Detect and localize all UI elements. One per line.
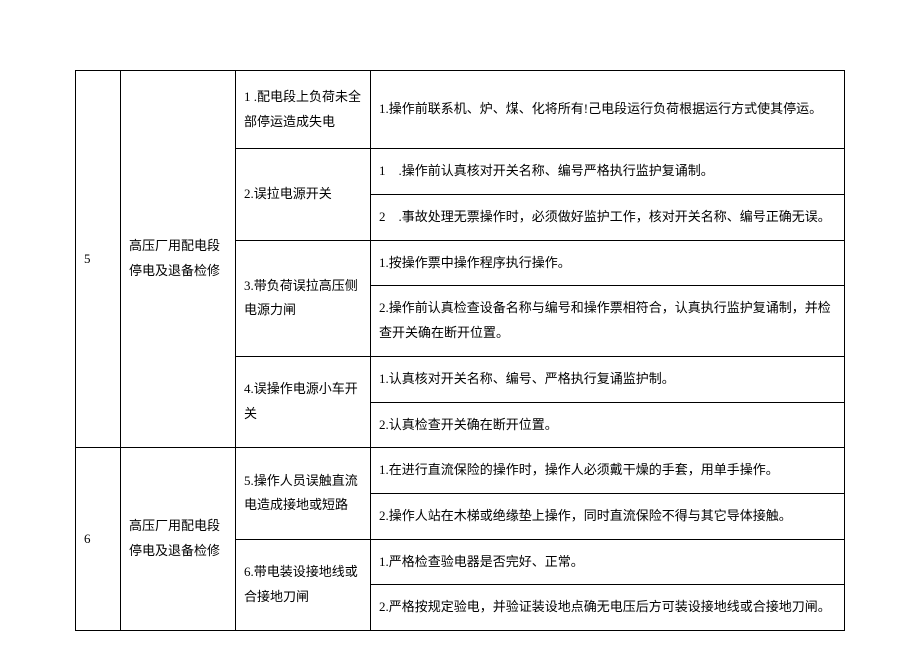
cell-text: 高压厂用配电段停电及退备检修 [121,220,235,297]
cell-text: 1.按操作票中操作程序执行操作。 [371,241,844,286]
control-cell: 1 .操作前认真核对开关名称、编号严格执行监护复诵制。 [371,149,845,195]
control-cell: 2.严格按规定验电，并验证装设地点确无电压后方可装设接地线或合接地刀闸。 [371,585,845,631]
risk-cell: 6.带电装设接地线或合接地刀闸 [236,539,371,630]
control-cell: 2 .事故处理无票操作时，必须做好监护工作，核对开关名称、编号正确无误。 [371,195,845,241]
control-cell: 1.按操作票中操作程序执行操作。 [371,240,845,286]
risk-cell: 4.误操作电源小车开关 [236,356,371,447]
cell-text: 2.认真检查开关确在断开位置。 [371,403,844,448]
control-cell: 2.认真检查开关确在断开位置。 [371,402,845,448]
cell-text: 6 [76,513,120,566]
cell-text: 5.操作人员误触直流电造成接地或短路 [236,455,370,532]
control-cell: 1.操作前联系机、炉、煤、化将所有!己电段运行负荷根据运行方式使其停运。 [371,71,845,149]
table-row: 6 高压厂用配电段停电及退备检修 5.操作人员误触直流电造成接地或短路 1.在进… [76,448,845,494]
cell-text: 高压厂用配电段停电及退备检修 [121,500,235,577]
cell-text: 4.误操作电源小车开关 [236,363,370,440]
cell-text: 2.误拉电源开关 [236,168,370,221]
control-cell: 2.操作前认真检查设备名称与编号和操作票相符合，认真执行监护复诵制，并检查开关确… [371,286,845,356]
control-cell: 1.在进行直流保险的操作时，操作人必须戴干燥的手套，用单手操作。 [371,448,845,494]
cell-text: 2.严格按规定验电，并验证装设地点确无电压后方可装设接地线或合接地刀闸。 [371,585,844,630]
control-cell: 1.认真核对开关名称、编号、严格执行复诵监护制。 [371,356,845,402]
risk-cell: 3.带负荷误拉高压侧电源力闸 [236,240,371,356]
row-number: 5 [76,71,121,448]
document-page: 5 高压厂用配电段停电及退备检修 1 .配电段上负荷未全部停运造成失电 1.操作… [0,0,920,651]
cell-text: 5 [76,233,120,286]
control-cell: 2.操作人站在木梯或绝缘垫上操作，同时直流保险不得与其它导体接触。 [371,493,845,539]
task-cell: 高压厂用配电段停电及退备检修 [121,448,236,631]
cell-text: 2.操作人站在木梯或绝缘垫上操作，同时直流保险不得与其它导体接触。 [371,494,844,539]
cell-text: 2 .事故处理无票操作时，必须做好监护工作，核对开关名称、编号正确无误。 [371,195,844,240]
task-cell: 高压厂用配电段停电及退备检修 [121,71,236,448]
control-cell: 1.严格检查验电器是否完好、正常。 [371,539,845,585]
cell-text: 2.操作前认真检查设备名称与编号和操作票相符合，认真执行监护复诵制，并检查开关确… [379,300,831,340]
table-row: 5 高压厂用配电段停电及退备检修 1 .配电段上负荷未全部停运造成失电 1.操作… [76,71,845,149]
cell-text: 1.在进行直流保险的操作时，操作人必须戴干燥的手套，用单手操作。 [371,448,844,493]
row-number: 6 [76,448,121,631]
risk-cell: 1 .配电段上负荷未全部停运造成失电 [236,71,371,149]
cell-text: 6.带电装设接地线或合接地刀闸 [236,546,370,623]
cell-text: 1.严格检查验电器是否完好、正常。 [371,540,844,585]
risk-cell: 2.误拉电源开关 [236,149,371,240]
risk-control-table: 5 高压厂用配电段停电及退备检修 1 .配电段上负荷未全部停运造成失电 1.操作… [75,70,845,631]
cell-text: 3.带负荷误拉高压侧电源力闸 [236,260,370,337]
cell-text: 1.认真核对开关名称、编号、严格执行复诵监护制。 [371,357,844,402]
cell-text: 1.操作前联系机、炉、煤、化将所有!己电段运行负荷根据运行方式使其停运。 [371,83,844,136]
risk-cell: 5.操作人员误触直流电造成接地或短路 [236,448,371,539]
cell-text: 1 .操作前认真核对开关名称、编号严格执行监护复诵制。 [371,149,844,194]
cell-text: 1 .配电段上负荷未全部停运造成失电 [236,71,370,148]
